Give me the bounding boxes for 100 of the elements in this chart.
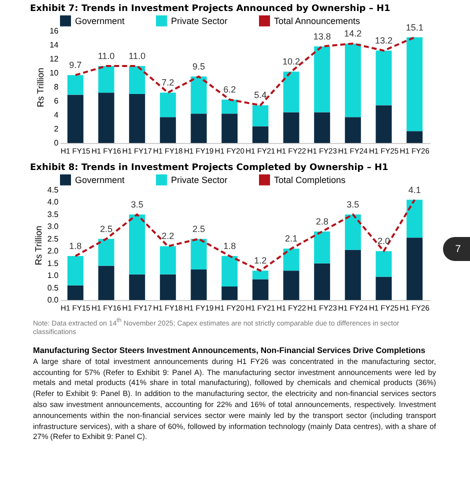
bar xyxy=(376,251,392,277)
bar xyxy=(190,114,207,143)
bar xyxy=(283,270,300,300)
bar xyxy=(252,270,268,280)
bar xyxy=(222,100,238,114)
bar xyxy=(98,238,114,266)
data-label: 9.5 xyxy=(192,62,206,72)
legend-label: Total Completions xyxy=(274,174,346,185)
bar xyxy=(283,112,300,143)
legend-label: Government xyxy=(75,16,126,26)
data-label: 2.5 xyxy=(192,224,206,234)
data-label: 11.0 xyxy=(128,51,146,61)
bar xyxy=(98,266,114,300)
bar xyxy=(67,94,84,143)
bar xyxy=(160,246,176,274)
bar xyxy=(376,105,392,143)
legend-label: Government xyxy=(75,174,126,185)
data-label: 4.1 xyxy=(408,184,421,195)
bar xyxy=(376,276,392,300)
bar xyxy=(67,75,84,95)
bar xyxy=(314,232,330,264)
data-label: 14.2 xyxy=(344,28,362,39)
bar xyxy=(406,200,423,238)
y-tick-label: 4.5 xyxy=(47,186,60,194)
bar xyxy=(129,66,146,94)
bar xyxy=(344,117,361,143)
y-axis-title: Rs Trillion xyxy=(33,226,44,266)
legend-label: Private Sector xyxy=(171,174,228,185)
y-tick-label: 0 xyxy=(54,138,60,148)
bar xyxy=(98,92,114,143)
bar xyxy=(406,37,423,132)
data-label: 1.2 xyxy=(254,256,267,266)
y-tick-label: 3.0 xyxy=(47,222,60,232)
data-label: 7.2 xyxy=(162,78,174,88)
bar xyxy=(222,256,238,287)
y-tick-label: 6 xyxy=(54,96,60,106)
data-label: 10.2 xyxy=(282,56,300,67)
data-label: 2.5 xyxy=(100,224,113,234)
bar xyxy=(67,285,84,300)
bar xyxy=(160,117,176,143)
y-tick-label: 12 xyxy=(50,54,60,64)
bar xyxy=(190,76,207,114)
bar xyxy=(344,214,361,250)
data-label: 3.5 xyxy=(346,199,360,210)
y-tick-label: 2.0 xyxy=(47,246,60,256)
data-label: 2.1 xyxy=(284,234,298,244)
data-label: 2.2 xyxy=(162,231,174,242)
y-tick-label: 0.0 xyxy=(47,296,60,304)
bar xyxy=(129,214,146,274)
bar xyxy=(160,92,176,118)
y-tick-label: 2.5 xyxy=(47,234,60,244)
chart-title: Exhibit 8: Trends in Investment Projects Completed by Ownership – H1 xyxy=(30,163,388,173)
y-tick-label: 0.5 xyxy=(47,283,60,292)
bar xyxy=(129,274,146,300)
data-label: 1.8 xyxy=(223,241,236,251)
data-label: 2.0 xyxy=(377,236,390,246)
y-tick-label: 4 xyxy=(54,110,60,120)
data-label: 1.8 xyxy=(69,241,82,251)
data-label: 13.2 xyxy=(374,36,393,46)
y-tick-label: 16 xyxy=(50,26,60,36)
y-tick-label: 10 xyxy=(50,68,60,78)
y-axis-title: Rs Trillion xyxy=(36,68,46,108)
bar xyxy=(406,131,423,143)
bar xyxy=(314,263,330,300)
text: Manufacturing Sector Steers Investment Announcements, Non-Financial Services Drive Completions xyxy=(33,346,426,355)
data-label: 3.5 xyxy=(130,199,144,210)
bar xyxy=(283,72,300,112)
y-tick-label: 4.0 xyxy=(47,198,60,207)
y-tick-label: 3.5 xyxy=(47,210,60,219)
bar xyxy=(406,238,423,300)
data-label: 6.2 xyxy=(223,84,236,95)
data-label: 13.8 xyxy=(313,31,331,42)
y-tick-label: 14 xyxy=(50,40,60,50)
bar xyxy=(98,66,114,93)
text: 7 xyxy=(443,237,470,261)
y-tick-label: 1.0 xyxy=(47,271,60,280)
legend-label: Total Announcements xyxy=(274,16,361,26)
bar xyxy=(252,279,268,300)
bar xyxy=(67,256,84,286)
legend-label: Private Sector xyxy=(171,16,228,26)
bar xyxy=(190,269,207,300)
bar xyxy=(222,286,238,300)
bar xyxy=(129,94,146,143)
y-tick-label: 2 xyxy=(54,124,60,134)
bar xyxy=(376,50,392,106)
y-tick-label: 1.5 xyxy=(47,258,60,268)
data-label: 15.1 xyxy=(406,22,424,32)
bar xyxy=(314,46,330,112)
data-label: 2.8 xyxy=(316,216,328,227)
bar xyxy=(344,44,361,118)
bar xyxy=(314,112,330,143)
bar xyxy=(222,114,238,143)
data-label: 5.4 xyxy=(254,90,267,100)
bar xyxy=(283,248,300,271)
data-label: 11.0 xyxy=(98,51,115,61)
data-label: 9.7 xyxy=(69,60,82,70)
bar xyxy=(190,238,207,270)
bar xyxy=(252,126,268,143)
chart-title: Exhibit 7: Trends in Investment Projects Announced by Ownership – H1 xyxy=(30,4,390,14)
bar xyxy=(160,274,176,300)
